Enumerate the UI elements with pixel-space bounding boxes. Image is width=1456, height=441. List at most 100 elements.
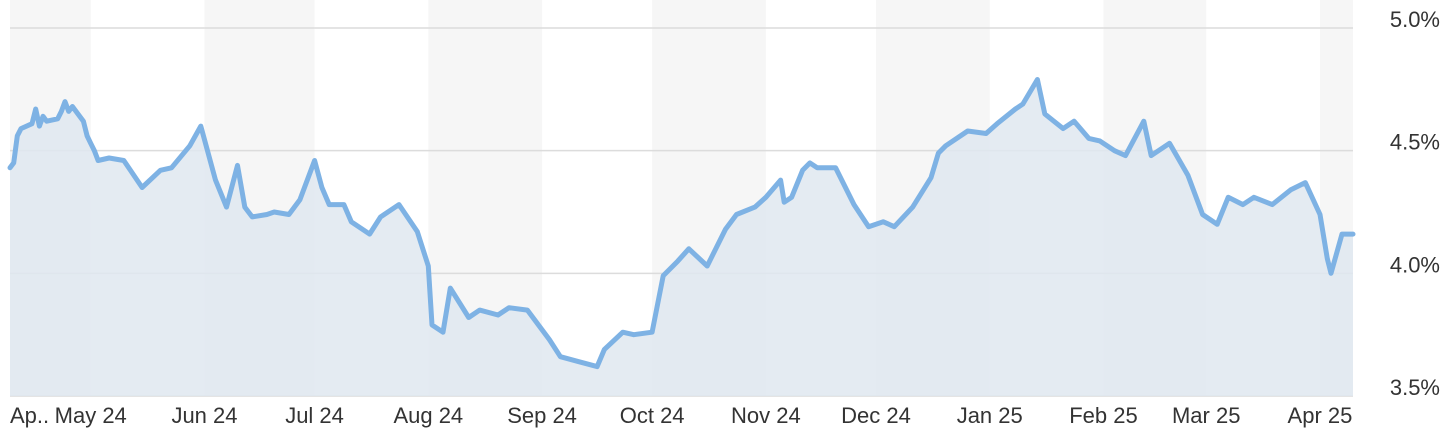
data-point xyxy=(1288,187,1293,192)
x-tick-label: Ap.. xyxy=(10,403,49,428)
data-point xyxy=(440,330,445,335)
data-point xyxy=(15,133,20,138)
data-point xyxy=(1123,153,1128,158)
data-point xyxy=(705,263,710,268)
x-tick-label: May 24 xyxy=(55,403,127,428)
data-point xyxy=(800,168,805,173)
data-point xyxy=(1042,111,1047,116)
data-point xyxy=(984,131,989,136)
data-point xyxy=(910,205,915,210)
x-axis-tick-labels: Ap.. May 24 Jun 24 Jul 24 Aug 24 Sep 24 Oct 24… xyxy=(10,403,1352,428)
data-point xyxy=(1317,212,1322,217)
data-point xyxy=(936,151,941,156)
data-point xyxy=(1061,126,1066,131)
data-point xyxy=(55,116,60,121)
data-point xyxy=(1149,153,1154,158)
data-point xyxy=(507,305,512,310)
data-point xyxy=(37,124,42,129)
data-point xyxy=(107,156,112,161)
data-point xyxy=(1112,148,1117,153)
data-point xyxy=(319,185,324,190)
data-point xyxy=(929,175,934,180)
data-point xyxy=(631,332,636,337)
data-point xyxy=(833,165,838,170)
data-point xyxy=(477,308,482,313)
x-tick-label: Apr 25 xyxy=(1288,403,1353,428)
data-point xyxy=(1141,119,1146,124)
x-tick-label: Nov 24 xyxy=(731,403,801,428)
data-point xyxy=(378,214,383,219)
x-tick-label: Jul 24 xyxy=(285,403,344,428)
data-point xyxy=(169,165,174,170)
data-point xyxy=(576,359,581,364)
data-point xyxy=(426,263,431,268)
data-point xyxy=(1035,77,1040,82)
data-point xyxy=(734,212,739,217)
data-point xyxy=(1325,256,1330,261)
data-point xyxy=(367,232,372,237)
data-point xyxy=(620,330,625,335)
data-point xyxy=(943,143,948,148)
data-point xyxy=(11,160,16,165)
data-point xyxy=(66,109,71,114)
x-tick-label: Jun 24 xyxy=(171,403,237,428)
data-point xyxy=(88,141,93,146)
data-point xyxy=(187,143,192,148)
y-tick-label: 3.5% xyxy=(1390,375,1440,400)
data-point xyxy=(807,160,812,165)
x-tick-label: Mar 25 xyxy=(1172,403,1240,428)
data-point xyxy=(1200,212,1205,217)
data-point xyxy=(1020,102,1025,107)
data-point xyxy=(686,246,691,251)
data-point xyxy=(63,99,68,104)
data-point xyxy=(59,109,64,114)
x-tick-label: Aug 24 xyxy=(393,403,463,428)
data-point xyxy=(778,178,783,183)
data-point xyxy=(250,214,255,219)
data-point xyxy=(213,178,218,183)
data-point xyxy=(396,202,401,207)
data-point xyxy=(675,259,680,264)
data-point xyxy=(1251,195,1256,200)
data-point xyxy=(41,114,46,119)
data-point xyxy=(661,273,666,278)
data-point xyxy=(1167,141,1172,146)
data-point xyxy=(1328,271,1333,276)
data-point xyxy=(1351,232,1356,237)
data-point xyxy=(965,129,970,134)
data-point xyxy=(1013,106,1018,111)
x-tick-label: Jan 25 xyxy=(957,403,1023,428)
data-point xyxy=(723,227,728,232)
data-point xyxy=(881,219,886,224)
x-tick-label: Oct 24 xyxy=(620,403,685,428)
data-point xyxy=(558,354,563,359)
data-point xyxy=(1185,173,1190,178)
data-point xyxy=(92,148,97,153)
data-point xyxy=(96,158,101,163)
data-point xyxy=(140,185,145,190)
data-point xyxy=(1226,195,1231,200)
data-point xyxy=(995,121,1000,126)
data-point xyxy=(1097,138,1102,143)
data-point xyxy=(297,197,302,202)
data-point xyxy=(272,210,277,215)
data-point xyxy=(286,212,291,217)
data-point xyxy=(81,119,86,124)
x-tick-label: Dec 24 xyxy=(841,403,911,428)
data-point xyxy=(85,133,90,138)
data-point xyxy=(341,202,346,207)
data-point xyxy=(851,202,856,207)
data-point xyxy=(595,364,600,369)
data-point xyxy=(1072,119,1077,124)
data-point xyxy=(327,202,332,207)
y-axis-tick-labels: 3.5% 4.0% 4.5% 5.0% xyxy=(1390,7,1440,400)
data-point xyxy=(198,124,203,129)
data-point xyxy=(525,308,530,313)
data-point xyxy=(70,104,75,109)
data-point xyxy=(415,229,420,234)
data-point xyxy=(158,168,163,173)
y-tick-label: 4.0% xyxy=(1390,252,1440,277)
data-point xyxy=(1215,222,1220,227)
